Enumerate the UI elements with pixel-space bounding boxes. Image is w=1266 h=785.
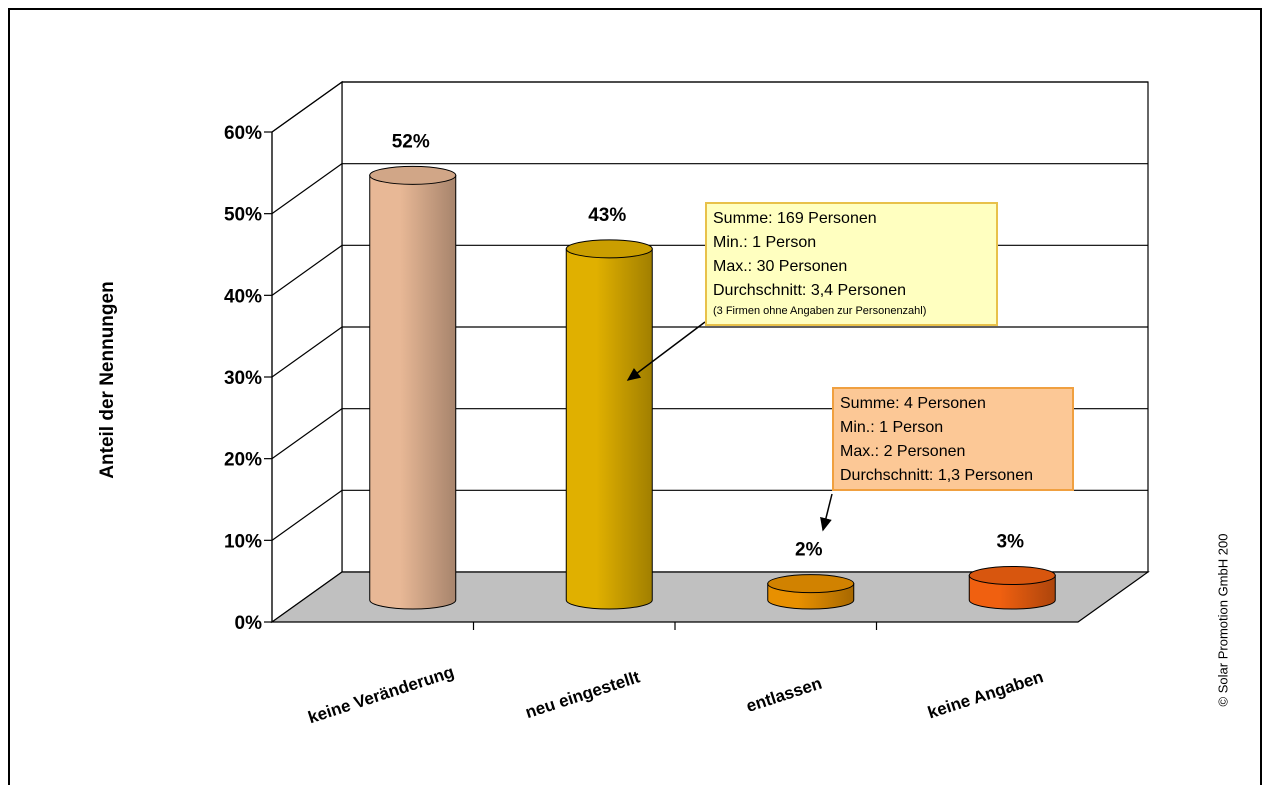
y-tick-label: 50% <box>224 205 262 226</box>
y-axis-label: Anteil der Nennungen <box>97 281 118 479</box>
y-tick-label: 20% <box>224 450 262 471</box>
x-tick-label: keine Veränderung <box>306 662 457 727</box>
bar-body <box>968 575 1056 610</box>
callout-line: Durchschnitt: 1,3 Personen <box>840 467 1033 484</box>
y-tick-label: 0% <box>235 613 263 634</box>
bar-cylinder <box>968 566 1056 610</box>
chart-floor <box>270 571 1150 623</box>
callout-line: Summe: 169 Personen <box>713 210 877 227</box>
callout-line: Max.: 30 Personen <box>713 258 848 275</box>
gridline-side <box>271 408 343 460</box>
y-tick-label: 40% <box>224 286 262 307</box>
bar-top <box>767 574 855 594</box>
bar-body <box>565 248 653 610</box>
copyright-notice: © Solar Promotion GmbH 200 <box>1215 533 1231 707</box>
gridline-side <box>271 326 343 378</box>
bar-cylinder <box>767 574 855 610</box>
bar-top <box>565 239 653 259</box>
x-tick-label: neu eingestellt <box>523 667 642 722</box>
y-tick-label: 30% <box>224 368 262 389</box>
data-label: 3% <box>997 532 1025 553</box>
bar-body <box>369 174 457 610</box>
bar-top <box>369 165 457 185</box>
callout-arrow <box>626 321 706 381</box>
x-tick-label: keine Angaben <box>925 667 1045 722</box>
callout-line: Max.: 2 Personen <box>840 443 966 460</box>
bar-top <box>968 566 1056 585</box>
callout-line: Min.: 1 Person <box>840 419 944 436</box>
callout-entlassen: Summe: 4 Personen Min.: 1 Person Max.: 2… <box>832 387 1074 491</box>
data-label: 2% <box>795 540 823 561</box>
bar-cylinder <box>565 239 653 610</box>
callout-line: Min.: 1 Person <box>713 234 817 251</box>
callout-line: Summe: 4 Personen <box>840 395 986 412</box>
gridline-side <box>271 244 343 296</box>
bar-cylinder <box>369 165 457 610</box>
data-label: 43% <box>588 205 626 226</box>
x-tick-label: entlassen <box>744 674 824 716</box>
callout-arrow <box>820 493 833 532</box>
gridline-side <box>271 489 343 541</box>
y-tick-label: 60% <box>224 123 262 144</box>
callout-line: Durchschnitt: 3,4 Personen <box>713 282 906 299</box>
gridline-side <box>271 81 343 133</box>
callout-neu-eingestellt: Summe: 169 Personen Min.: 1 Person Max.:… <box>705 202 998 326</box>
callout-note: (3 Firmen ohne Angaben zur Personenzahl) <box>713 305 927 317</box>
y-tick-label: 10% <box>224 531 262 552</box>
gridline-side <box>271 163 343 215</box>
data-label: 52% <box>392 131 430 152</box>
